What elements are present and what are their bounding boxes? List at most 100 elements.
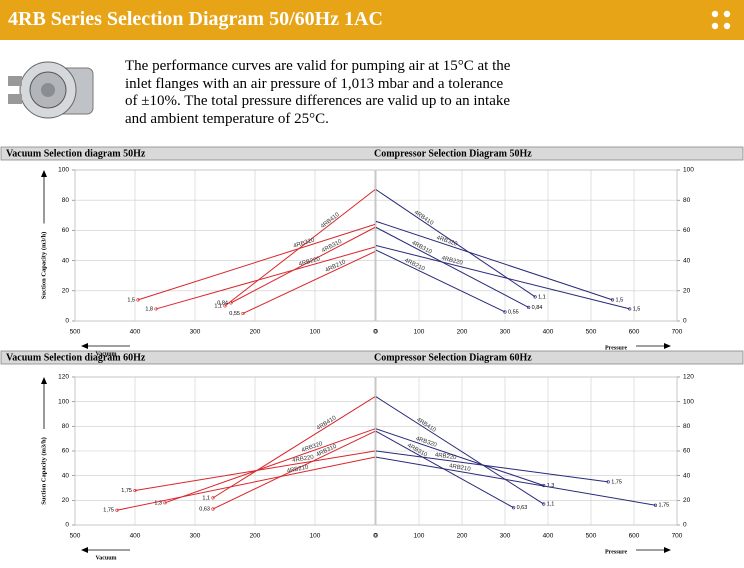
- end-marker: [211, 496, 215, 500]
- end-label: 1,3: [154, 500, 162, 506]
- y-tick-label: 100: [58, 398, 69, 405]
- end-marker: [115, 508, 119, 512]
- x-tick-label: 0: [374, 329, 378, 336]
- end-label: 1,1: [202, 495, 210, 501]
- y-tick-label: 40: [683, 472, 691, 479]
- x-tick-label: 200: [250, 533, 261, 540]
- arrow-head: [664, 547, 671, 553]
- end-label: 1,75: [103, 508, 114, 514]
- x-tick-label: 400: [130, 533, 141, 540]
- arrow-head: [41, 377, 47, 384]
- x-axis-label: Vacuum: [95, 351, 116, 357]
- x-tick-label: 300: [500, 533, 511, 540]
- series-line: [375, 456, 656, 506]
- end-marker: [163, 501, 167, 505]
- x-tick-label: 400: [130, 329, 141, 336]
- series-line: [137, 223, 376, 301]
- arrow-head: [664, 343, 671, 349]
- end-label: 1,75: [611, 479, 622, 485]
- end-marker: [223, 304, 227, 308]
- chart-title: Vacuum Selection diagram 50Hz: [6, 148, 146, 159]
- x-tick-label: 500: [586, 533, 597, 540]
- menu-dots[interactable]: [706, 5, 736, 35]
- end-marker: [511, 506, 516, 510]
- series-line: [375, 428, 544, 487]
- x-tick-label: 300: [190, 329, 201, 336]
- x-tick-label: 0: [374, 533, 378, 540]
- y-tick-label: 80: [62, 423, 70, 430]
- series-name: 4RB410: [316, 415, 338, 432]
- end-marker: [503, 310, 507, 314]
- series-name: 4RB210: [449, 463, 472, 473]
- y-tick-label: 20: [683, 288, 691, 295]
- series-line: [375, 249, 506, 313]
- end-label: 1,1: [547, 501, 555, 507]
- series-line: [242, 251, 376, 314]
- end-marker: [628, 307, 632, 311]
- x-tick-label: 100: [414, 329, 425, 336]
- end-label: 0,55: [508, 309, 519, 315]
- end-label: 1,3: [547, 483, 555, 489]
- x-axis-label: Vacuum: [95, 555, 116, 561]
- x-tick-label: 400: [543, 329, 554, 336]
- arrow-head: [81, 343, 88, 349]
- y-tick-label: 40: [683, 257, 691, 264]
- end-marker: [610, 298, 615, 302]
- header-bar: 4RB Series Selection Diagram 50/60Hz 1AC: [0, 0, 744, 40]
- x-axis-label: Pressure: [605, 549, 627, 555]
- end-label: 1,5: [633, 306, 641, 312]
- end-label: 1,5: [127, 297, 135, 303]
- end-marker: [241, 311, 245, 316]
- description: The performance curves are valid for pum…: [125, 58, 511, 127]
- x-tick-label: 200: [457, 329, 468, 336]
- end-marker: [606, 480, 610, 484]
- x-tick-label: 200: [250, 329, 261, 336]
- end-marker: [653, 503, 658, 507]
- y-axis-label: Suction Capacity (m3/h): [40, 232, 47, 300]
- end-marker: [133, 488, 137, 493]
- end-label: 1,75: [659, 503, 670, 509]
- y-tick-label: 0: [683, 318, 687, 325]
- x-axis-label: Pressure: [605, 345, 627, 351]
- end-marker: [211, 507, 215, 511]
- y-tick-label: 0: [65, 318, 69, 325]
- chart-title: Vacuum Selection diagram 60Hz: [6, 352, 146, 363]
- series-line: [116, 456, 376, 511]
- y-tick-label: 80: [683, 197, 691, 204]
- y-tick-label: 40: [62, 472, 70, 479]
- y-tick-label: 20: [62, 497, 70, 504]
- arrow-head: [41, 170, 47, 177]
- end-marker: [229, 301, 233, 305]
- y-tick-label: 60: [683, 448, 691, 455]
- series-name: 4RB220: [298, 256, 321, 268]
- x-tick-label: 300: [190, 533, 201, 540]
- series-line: [230, 226, 376, 304]
- chart-title: Compressor Selection Diagram 60Hz: [374, 352, 532, 363]
- y-tick-label: 60: [62, 227, 70, 234]
- x-tick-label: 100: [310, 329, 321, 336]
- series-line: [155, 246, 376, 310]
- y-tick-label: 80: [683, 423, 691, 430]
- end-label: 1,1: [538, 294, 546, 300]
- series-line: [375, 450, 609, 483]
- y-tick-label: 20: [62, 288, 70, 295]
- x-tick-label: 600: [629, 329, 640, 336]
- y-tick-label: 120: [683, 374, 694, 381]
- end-label: 0,63: [199, 506, 210, 512]
- chart-title: Compressor Selection Diagram 50Hz: [374, 148, 532, 159]
- series-name: 4RB220: [441, 256, 464, 267]
- series-line: [212, 430, 376, 510]
- y-tick-label: 60: [62, 448, 70, 455]
- y-tick-label: 100: [683, 398, 694, 405]
- series-line: [134, 450, 376, 491]
- x-tick-label: 600: [629, 533, 640, 540]
- x-tick-label: 200: [457, 533, 468, 540]
- y-tick-label: 100: [58, 167, 69, 174]
- series-line: [375, 220, 613, 301]
- end-marker: [136, 298, 140, 302]
- series-line: [375, 226, 529, 308]
- y-tick-label: 40: [62, 257, 70, 264]
- x-tick-label: 300: [500, 329, 511, 336]
- series-name: 4RB410: [415, 417, 437, 434]
- series-name: 4RB220: [434, 452, 457, 461]
